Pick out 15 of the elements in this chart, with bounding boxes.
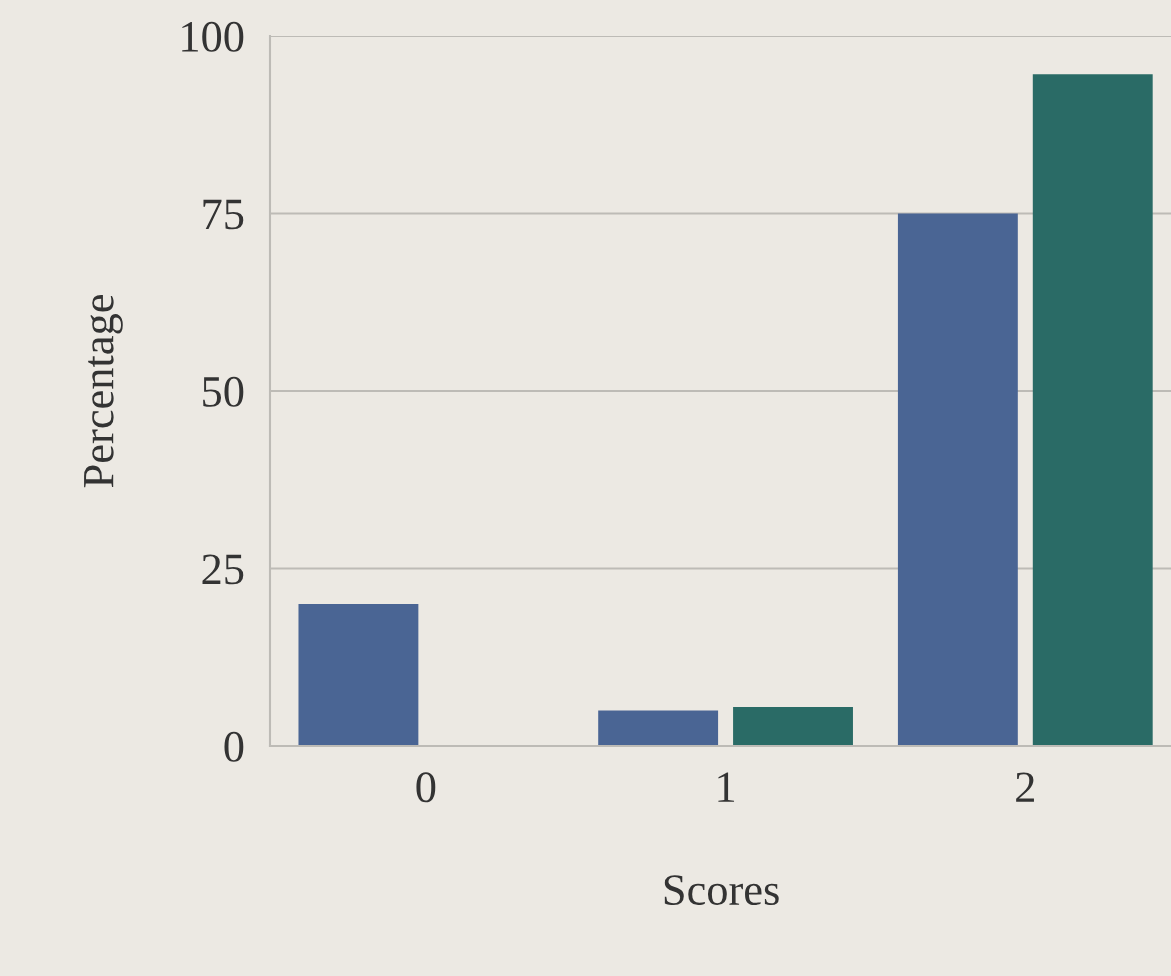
y-tick-label: 75	[203, 199, 244, 230]
x-tick-label: 2	[1016, 772, 1034, 802]
y-tick-label: 25	[202, 554, 244, 585]
x-axis-title: Scores	[664, 875, 779, 906]
bar	[1032, 74, 1153, 746]
y-tick-label: 0	[224, 731, 244, 762]
x-tick-label: 0	[416, 772, 436, 803]
x-tick-label: 1	[718, 772, 735, 802]
y-tick-label: 100	[182, 21, 244, 52]
bar	[598, 710, 719, 746]
bar	[298, 604, 419, 746]
bar	[733, 706, 853, 746]
y-axis-title: Percentage	[84, 295, 123, 488]
bar	[897, 213, 1018, 746]
y-tick-label: 50	[203, 376, 244, 407]
